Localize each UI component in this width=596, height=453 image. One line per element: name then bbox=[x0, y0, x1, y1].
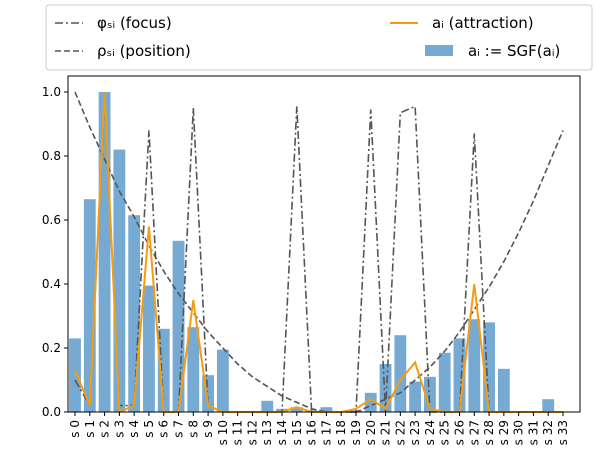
bar bbox=[364, 392, 377, 412]
bar bbox=[394, 335, 407, 412]
legend-box bbox=[45, 4, 593, 71]
legend-label: φₛᵢ (focus) bbox=[97, 14, 172, 32]
x-tick-label: s 7 bbox=[172, 420, 186, 438]
bar bbox=[438, 352, 451, 412]
x-tick-label: s 23 bbox=[408, 420, 422, 445]
x-tick-label: s 1 bbox=[83, 420, 97, 438]
x-tick-label: s 31 bbox=[526, 420, 540, 445]
plot-frame bbox=[67, 75, 581, 413]
x-tick-label: s 10 bbox=[216, 420, 230, 445]
x-tick-label: s 9 bbox=[201, 420, 215, 438]
bar bbox=[172, 240, 185, 412]
x-tick-label: s 29 bbox=[497, 420, 511, 445]
bar bbox=[468, 319, 481, 412]
x-tick-label: s 21 bbox=[379, 420, 393, 445]
x-tick-label: s 16 bbox=[305, 420, 319, 445]
bar bbox=[483, 322, 495, 412]
y-tick-label: 0.8 bbox=[42, 149, 61, 163]
bar bbox=[143, 285, 155, 412]
x-tick-label: s 0 bbox=[68, 420, 82, 438]
x-tick-label: s 2 bbox=[98, 420, 112, 438]
bar bbox=[542, 399, 555, 412]
legend-label: aᵢ (attraction) bbox=[432, 14, 534, 32]
bar bbox=[453, 338, 466, 412]
y-tick-label: 0.2 bbox=[42, 341, 61, 355]
x-tick-label: s 15 bbox=[290, 420, 304, 445]
x-tick-label: s 17 bbox=[319, 420, 333, 445]
y-tick-label: 0.0 bbox=[42, 405, 61, 419]
bar bbox=[157, 328, 170, 412]
bar bbox=[423, 376, 436, 412]
bar bbox=[128, 215, 141, 412]
bar bbox=[320, 407, 333, 412]
x-tick-label: s 12 bbox=[245, 420, 259, 445]
bar bbox=[216, 349, 229, 412]
x-tick-label: s 24 bbox=[423, 420, 437, 445]
x-tick-label: s 8 bbox=[186, 420, 200, 438]
x-tick-label: s 19 bbox=[349, 420, 363, 445]
bar bbox=[409, 381, 422, 412]
x-tick-label: s 11 bbox=[231, 420, 245, 445]
bar bbox=[202, 375, 215, 412]
x-tick-label: s 30 bbox=[512, 420, 526, 445]
x-tick-label: s 4 bbox=[127, 420, 141, 438]
bar bbox=[261, 400, 274, 412]
x-tick-label: s 25 bbox=[438, 420, 452, 445]
y-tick-label: 0.6 bbox=[42, 213, 61, 227]
x-tick-label: s 33 bbox=[556, 420, 570, 445]
legend-swatch bbox=[425, 45, 453, 56]
x-tick-label: s 20 bbox=[364, 420, 378, 445]
bar bbox=[98, 92, 111, 412]
line-dashed bbox=[74, 91, 564, 413]
x-tick-label: s 6 bbox=[157, 420, 171, 438]
legend-label: ρₛᵢ (position) bbox=[97, 42, 191, 60]
x-tick-label: s 13 bbox=[260, 420, 274, 445]
bar bbox=[290, 407, 303, 412]
x-tick-label: s 32 bbox=[541, 420, 555, 445]
x-tick-label: s 14 bbox=[275, 420, 289, 445]
x-tick-label: s 3 bbox=[112, 420, 126, 438]
x-tick-label: s 26 bbox=[452, 420, 466, 445]
x-tick-label: s 5 bbox=[142, 420, 156, 438]
bar bbox=[497, 368, 510, 412]
bar bbox=[113, 149, 126, 412]
bar bbox=[187, 327, 200, 412]
y-tick-label: 1.0 bbox=[42, 85, 61, 99]
bar bbox=[83, 199, 96, 412]
x-tick-label: s 22 bbox=[393, 420, 407, 445]
x-tick-label: s 18 bbox=[334, 420, 348, 445]
bar bbox=[69, 338, 81, 412]
y-tick-label: 0.4 bbox=[42, 277, 61, 291]
bar bbox=[379, 364, 392, 412]
x-tick-label: s 27 bbox=[467, 420, 481, 445]
x-tick-label: s 28 bbox=[482, 420, 496, 445]
legend-label: aᵢ := SGF(aᵢ) bbox=[468, 42, 560, 60]
